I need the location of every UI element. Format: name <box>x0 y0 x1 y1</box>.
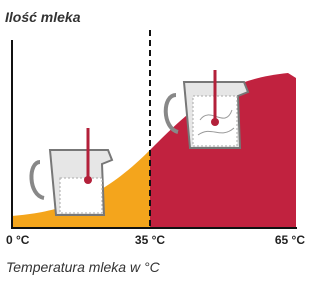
x-tick-label: 35 °C <box>135 233 165 247</box>
page: {"y_axis_label": "Ilość mleka", "x_ticks… <box>0 0 311 286</box>
y-axis-label: Ilość mleka <box>5 9 81 25</box>
x-tick-label: 0 °C <box>6 233 30 247</box>
diagram: Ilość mleka 0 °C 35 °C 65 °C Temperatura… <box>0 0 311 286</box>
x-tick-label: 65 °C <box>275 233 305 247</box>
x-axis-label: Temperatura mleka w °C <box>6 259 161 275</box>
pitcher-cold <box>31 128 112 215</box>
